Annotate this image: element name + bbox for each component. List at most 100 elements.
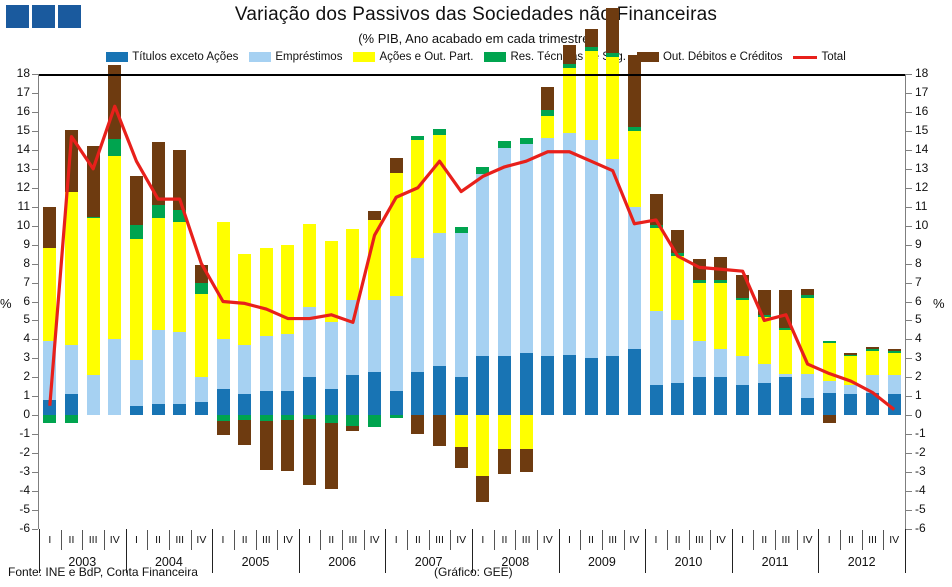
- bar-2003-III[interactable]: [86, 74, 100, 529]
- bar-2008-II[interactable]: [497, 74, 511, 529]
- bar-2007-II[interactable]: [411, 74, 425, 529]
- bar-segment: [454, 377, 468, 416]
- bar-segment: [801, 289, 815, 295]
- quarter-label: II: [241, 534, 248, 546]
- bar-2006-III[interactable]: [346, 74, 360, 529]
- y-tick-label: 14: [16, 141, 30, 156]
- bar-2005-III[interactable]: [259, 74, 273, 529]
- quarter-label: IV: [109, 534, 120, 546]
- bar-segment: [866, 347, 880, 349]
- bar-segment: [671, 230, 685, 254]
- bar-segment: [346, 229, 360, 300]
- bar-segment: [368, 415, 382, 427]
- quarter-label: I: [48, 534, 52, 546]
- bar-2005-IV[interactable]: [281, 74, 295, 529]
- bar-segment: [86, 375, 100, 416]
- bar-2011-II[interactable]: [757, 74, 771, 529]
- bar-segment: [714, 348, 728, 378]
- y-tick-label: 1: [915, 388, 922, 403]
- credit-note: (Gráfico: GEE): [434, 565, 513, 579]
- bar-segment: [519, 352, 533, 416]
- bar-2012-IV[interactable]: [887, 74, 901, 529]
- bar-segment: [151, 329, 165, 404]
- legend-item-4[interactable]: Out. Débitos e Créditos: [636, 51, 782, 63]
- quarter-separator: [883, 530, 885, 550]
- gee-logo: [6, 5, 81, 28]
- legend-item-2[interactable]: Ações e Out. Part.: [353, 51, 473, 63]
- y-tick: [906, 244, 912, 246]
- bar-segment: [606, 356, 620, 416]
- y-tick: [32, 74, 38, 75]
- bar-2009-III[interactable]: [606, 7, 620, 529]
- bar-2004-II[interactable]: [151, 74, 165, 529]
- y-tick-label: -1: [19, 426, 30, 441]
- year-separator: [472, 529, 473, 573]
- bar-segment: [346, 299, 360, 376]
- y-tick: [906, 74, 912, 75]
- legend-item-0[interactable]: Títulos exceto Ações: [106, 51, 238, 63]
- y-tick: [906, 149, 912, 151]
- bar-segment: [844, 356, 858, 385]
- bar-2010-III[interactable]: [692, 74, 706, 529]
- legend-item-5[interactable]: Total: [793, 51, 846, 63]
- quarter-label: IV: [369, 534, 380, 546]
- bar-segment: [866, 392, 880, 416]
- bar-2012-I[interactable]: [822, 74, 836, 529]
- bar-2008-III[interactable]: [519, 74, 533, 529]
- bar-2010-IV[interactable]: [714, 74, 728, 529]
- bar-2006-I[interactable]: [303, 74, 317, 529]
- bar-segment: [238, 345, 252, 395]
- y-tick: [32, 149, 38, 151]
- bar-2006-II[interactable]: [324, 74, 338, 529]
- legend-label: Títulos exceto Ações: [132, 51, 239, 63]
- bar-segment: [866, 350, 880, 376]
- bar-2009-I[interactable]: [562, 44, 576, 529]
- legend-item-3[interactable]: Res. Técnicas de Seg.: [484, 51, 626, 63]
- quarter-label: II: [68, 534, 75, 546]
- bar-segment: [627, 130, 641, 207]
- quarter-separator: [623, 530, 625, 550]
- y-tick-label: 10: [16, 217, 30, 232]
- bar-2009-IV[interactable]: [627, 55, 641, 529]
- bar-segment: [606, 56, 620, 160]
- year-label-2007: 2007: [414, 555, 443, 569]
- bar-2003-IV[interactable]: [108, 65, 122, 529]
- bar-2006-IV[interactable]: [368, 74, 382, 529]
- quarter-separator: [666, 530, 668, 550]
- quarter-separator: [775, 530, 777, 550]
- bar-2005-I[interactable]: [216, 74, 230, 529]
- bar-2010-I[interactable]: [649, 74, 663, 529]
- bar-2007-IV[interactable]: [454, 74, 468, 529]
- quarter-separator: [147, 530, 149, 550]
- bar-segment: [779, 373, 793, 378]
- bar-2009-II[interactable]: [584, 28, 598, 529]
- bar-2004-I[interactable]: [129, 74, 143, 529]
- bar-segment: [584, 28, 598, 48]
- bar-segment: [887, 348, 901, 351]
- bar-segment: [519, 144, 533, 353]
- y-tick: [906, 206, 912, 208]
- bar-segment: [627, 348, 641, 416]
- year-label-2010: 2010: [674, 555, 703, 569]
- bar-segment: [108, 139, 122, 156]
- bar-2008-I[interactable]: [476, 74, 490, 529]
- y-tick-label: -2: [19, 445, 30, 460]
- quarter-label: I: [827, 534, 831, 546]
- quarter-label: III: [694, 534, 704, 546]
- year-label-2004: 2004: [154, 555, 183, 569]
- bar-2007-III[interactable]: [433, 74, 447, 529]
- bar-2008-IV[interactable]: [541, 74, 555, 529]
- legend-item-1[interactable]: Empréstimos: [249, 51, 342, 63]
- bar-2005-II[interactable]: [238, 74, 252, 529]
- bar-segment: [671, 256, 685, 321]
- plot-area: -6 -6 -5 -5 -4 -4 -3 -3 -2 -2 -1 -1 0 0 1 1 2 2 3 3 4 4 5 5 6 6 7 7…: [0, 7, 945, 535]
- bar-2004-III[interactable]: [173, 74, 187, 529]
- bar-2010-II[interactable]: [671, 74, 685, 529]
- quarter-separator: [580, 530, 582, 550]
- bar-2012-II[interactable]: [844, 74, 858, 529]
- bar-segment: [606, 7, 620, 54]
- bar-2012-III[interactable]: [866, 74, 880, 529]
- bar-segment: [649, 384, 663, 416]
- source-note: Fonte: INE e BdP, Conta Financeira: [8, 565, 198, 579]
- bar-segment: [454, 226, 468, 234]
